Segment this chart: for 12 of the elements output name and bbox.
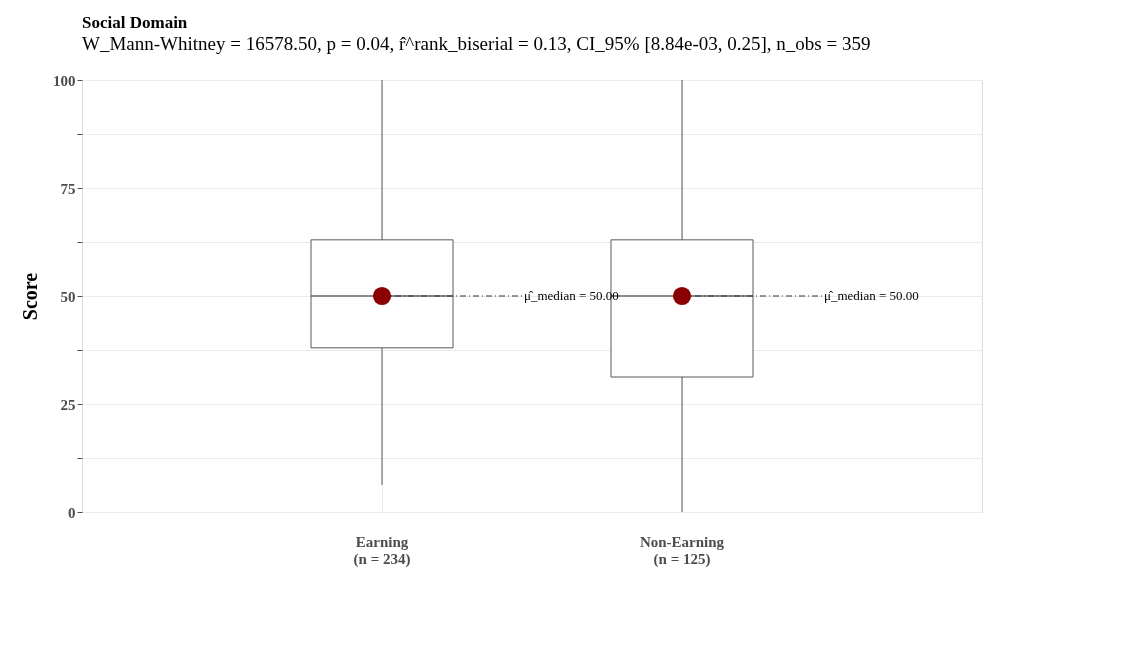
y-tick-label: 100 bbox=[53, 72, 76, 89]
y-tick-label: 75 bbox=[60, 180, 76, 197]
y-tick-label: 25 bbox=[60, 396, 76, 413]
chart-title: Social Domain bbox=[82, 13, 188, 32]
annotation: μ̂_median = 50.00 bbox=[524, 288, 619, 303]
annotation: μ̂_median = 50.00 bbox=[824, 288, 919, 303]
x-tick-label: Earning (n = 234) bbox=[353, 533, 411, 568]
y-tick-label: 0 bbox=[68, 504, 76, 521]
x-tick-label: Non-Earning (n = 125) bbox=[639, 533, 725, 568]
chart-subtitle: W_Mann-Whitney = 16578.50, p = 0.04, r̂^rank_biserial = 0.13, CI_95% [8.84e-03, 0.25], n_obs = 359 bbox=[82, 33, 871, 54]
y-tick-label: 50 bbox=[60, 288, 76, 305]
y-axis-title: Score bbox=[19, 272, 41, 321]
